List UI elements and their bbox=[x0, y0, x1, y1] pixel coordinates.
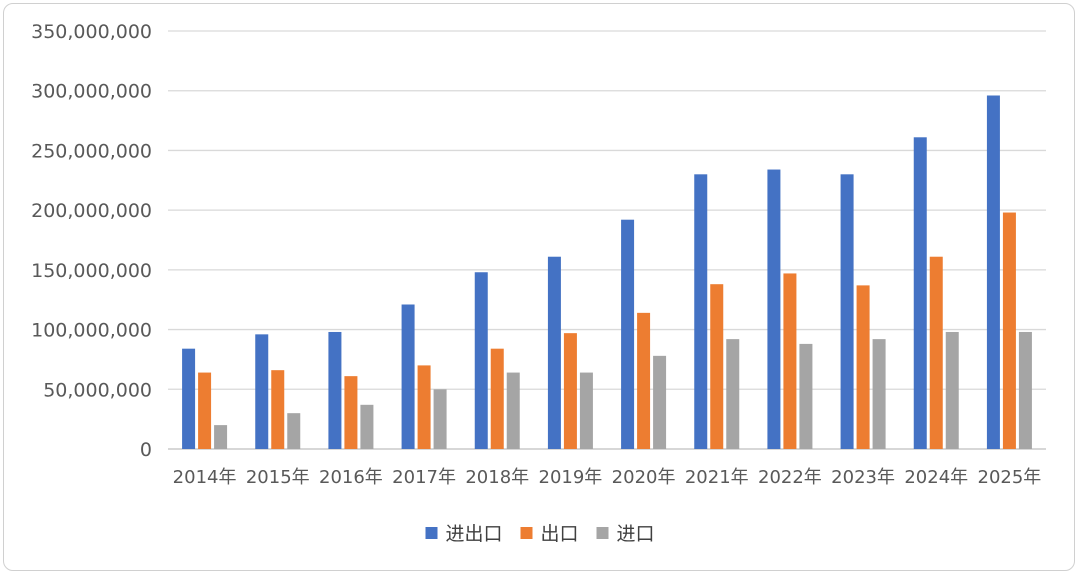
bar-import bbox=[360, 404, 374, 449]
bar-total bbox=[840, 174, 854, 450]
bar-export bbox=[563, 333, 577, 449]
bar-import bbox=[872, 339, 886, 449]
bar-export bbox=[1002, 212, 1016, 449]
bar-export bbox=[344, 376, 358, 449]
bar-export bbox=[490, 348, 504, 449]
bar-total bbox=[255, 334, 269, 449]
legend-swatch bbox=[596, 527, 609, 539]
bar-total bbox=[474, 272, 488, 449]
y-tick-label: 300,000,000 bbox=[31, 81, 152, 103]
x-tick-label: 2016年 bbox=[319, 467, 383, 488]
bar-total bbox=[547, 256, 561, 449]
legend-swatch bbox=[520, 527, 533, 539]
x-tick-label: 2015年 bbox=[246, 467, 310, 488]
gridlines bbox=[168, 30, 1046, 450]
bar-total bbox=[621, 219, 635, 449]
bar-total bbox=[986, 95, 1000, 450]
y-tick-label: 200,000,000 bbox=[31, 200, 152, 222]
bar-export bbox=[271, 370, 285, 449]
bar-import bbox=[506, 372, 520, 449]
bar-import bbox=[799, 343, 813, 449]
x-tick-label: 2022年 bbox=[758, 467, 822, 488]
x-tick-label: 2020年 bbox=[612, 467, 676, 488]
bar-import bbox=[945, 331, 959, 449]
x-tick-label: 2023年 bbox=[831, 467, 895, 488]
bar-import bbox=[726, 339, 740, 449]
chart-frame bbox=[3, 3, 1075, 571]
bar-import bbox=[433, 389, 447, 449]
bar-import bbox=[214, 425, 228, 449]
y-tick-label: 0 bbox=[140, 439, 152, 461]
bar-export bbox=[929, 256, 943, 449]
legend: 进出口 出口 进口 bbox=[425, 523, 655, 545]
bar-import bbox=[1018, 331, 1032, 449]
x-tick-label: 2019年 bbox=[539, 467, 603, 488]
x-tick-label: 2014年 bbox=[173, 467, 237, 488]
bar-export bbox=[710, 284, 724, 449]
bar-total bbox=[694, 174, 708, 450]
bars bbox=[182, 95, 1032, 450]
bar-total bbox=[328, 331, 342, 449]
x-axis-ticks: 2014年 2015年 2016年 2017年 2018年 2019年 2020年 2021年… bbox=[173, 467, 1042, 488]
legend-swatch bbox=[425, 527, 438, 539]
legend-label: 出口 bbox=[541, 523, 579, 545]
bar-export bbox=[198, 372, 212, 449]
bar-import bbox=[287, 413, 301, 449]
x-tick-label: 2017年 bbox=[392, 467, 456, 488]
x-tick-label: 2025年 bbox=[978, 467, 1042, 488]
bar-total bbox=[182, 348, 196, 449]
bar-import bbox=[579, 372, 593, 449]
bar-export bbox=[637, 312, 651, 449]
x-tick-label: 2018年 bbox=[465, 467, 529, 488]
y-tick-label: 100,000,000 bbox=[31, 320, 152, 342]
bar-total bbox=[767, 169, 781, 449]
legend-label: 进出口 bbox=[446, 523, 503, 545]
bar-export bbox=[856, 285, 870, 449]
bar-export bbox=[783, 273, 797, 449]
bar-export bbox=[417, 365, 431, 449]
y-tick-label: 250,000,000 bbox=[31, 140, 152, 162]
x-tick-label: 2021年 bbox=[685, 467, 749, 488]
bar-import bbox=[653, 355, 667, 449]
bar-total bbox=[401, 304, 415, 449]
legend-label: 进口 bbox=[617, 523, 655, 545]
y-tick-label: 350,000,000 bbox=[31, 21, 152, 43]
y-tick-label: 150,000,000 bbox=[31, 260, 152, 282]
bar-total bbox=[913, 137, 927, 449]
x-tick-label: 2024年 bbox=[904, 467, 968, 488]
y-tick-label: 50,000,000 bbox=[43, 379, 152, 401]
y-axis-ticks: 0 50,000,000 100,000,000 150,000,000 200,000… bbox=[31, 21, 152, 461]
